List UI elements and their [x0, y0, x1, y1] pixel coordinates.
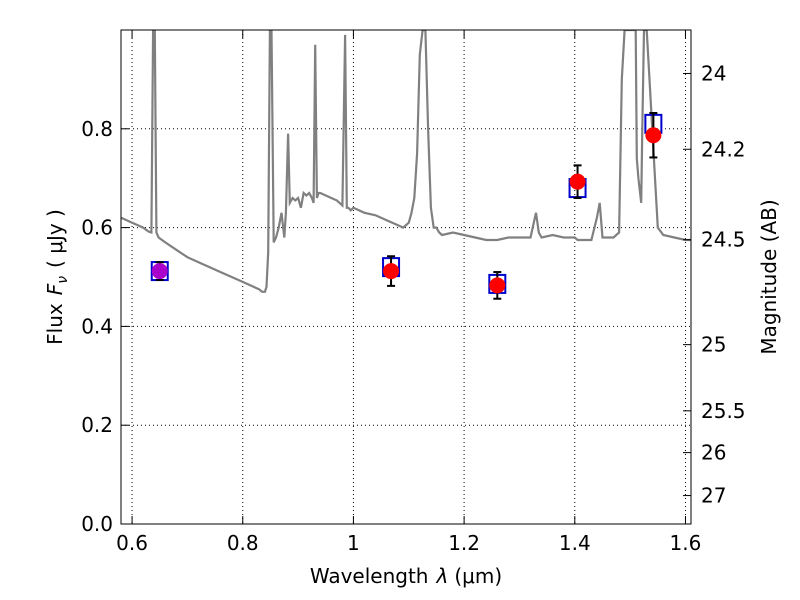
plot-background	[121, 30, 691, 524]
model-spectrum-line	[121, 30, 691, 293]
y2-tick-label: 25	[701, 333, 726, 357]
observed-point	[151, 263, 168, 280]
plot-frame	[120, 29, 692, 525]
y-axis-label: FluxFν( μJy )	[43, 209, 71, 345]
y2-axis-label: Magnitude (AB)	[757, 199, 781, 354]
observed-point	[489, 277, 506, 294]
x-tick-label: 1	[347, 531, 360, 555]
x-tick-label: 1.2	[448, 531, 480, 555]
x-tick-label: 1.4	[559, 531, 591, 555]
y-tick-label: 0.8	[81, 117, 113, 141]
y2-tick-label: 24.5	[701, 228, 746, 252]
y-tick-label: 0.0	[81, 512, 113, 536]
y2-tick-label: 24	[701, 61, 726, 85]
y2-tick-label: 24.2	[701, 137, 746, 161]
observed-point	[383, 263, 400, 280]
observed-point	[569, 173, 586, 190]
y2-tick-label: 27	[701, 484, 726, 508]
x-axis-label: Wavelength λ (μm)	[310, 564, 502, 588]
observed-point	[645, 127, 662, 144]
y-tick-label: 0.6	[81, 216, 113, 240]
x-tick-label: 0.6	[116, 531, 148, 555]
y-tick-label: 0.4	[81, 314, 113, 338]
axis-ticks: 0.6 0.8 1 1.2 1.4 1.6 0.0 0.2 0.4 0.6 0.8 24 24.2 24.…	[81, 30, 746, 555]
x-tick-label: 0.8	[227, 531, 259, 555]
y2-tick-label: 26	[701, 441, 726, 465]
x-tick-label: 1.6	[670, 531, 702, 555]
data-marks	[150, 111, 663, 300]
y-tick-label: 0.2	[81, 413, 113, 437]
y2-tick-label: 25.5	[701, 399, 746, 423]
